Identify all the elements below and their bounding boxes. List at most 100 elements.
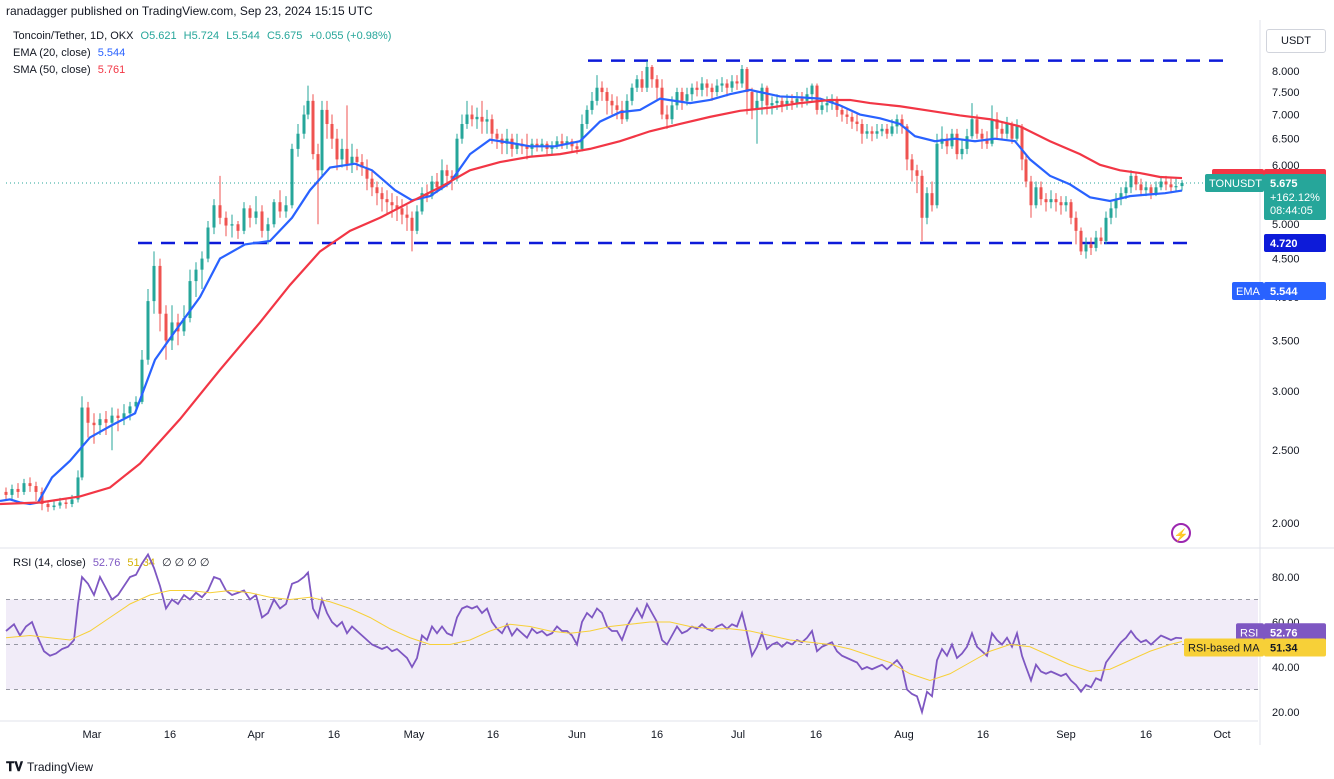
symbol-legend: Toncoin/Tether, 1D, OKX O5.621 H5.724 L5… xyxy=(13,30,391,42)
sma-legend: SMA (50, close) 5.761 xyxy=(13,64,125,76)
candle-body xyxy=(316,154,320,171)
rsi-tag-label: RSI xyxy=(1240,627,1258,639)
candle-body xyxy=(690,87,694,95)
currency-selector[interactable]: USDT xyxy=(1266,29,1326,53)
symbol-title: Toncoin/Tether, 1D, OKX xyxy=(13,30,134,42)
candle-body xyxy=(860,123,864,134)
candle-body xyxy=(910,159,914,171)
candle-body xyxy=(880,128,884,132)
candle-body xyxy=(1000,128,1004,134)
candle-body xyxy=(335,138,339,160)
candle-body xyxy=(1069,202,1073,218)
footer-brand-text: TradingView xyxy=(27,760,94,774)
candle-body xyxy=(935,143,939,206)
candle-body xyxy=(134,401,138,407)
candle-body xyxy=(495,133,499,139)
candle-body xyxy=(440,170,444,188)
candle-body xyxy=(955,133,959,155)
time-tick-label: 16 xyxy=(487,729,499,741)
candle-body xyxy=(490,119,494,134)
candle-body xyxy=(925,193,929,218)
candle-body xyxy=(1015,126,1019,139)
time-tick-label: Jul xyxy=(731,729,745,741)
candle-body xyxy=(820,105,824,110)
flash-icon[interactable]: ⚡ xyxy=(1171,523,1191,543)
candle-body xyxy=(525,146,529,149)
candle-body xyxy=(370,178,374,188)
candle-body xyxy=(615,105,619,110)
candle-body xyxy=(1074,217,1078,231)
candle-body xyxy=(980,133,984,139)
rsi-ma-tag-label: RSI-based MA xyxy=(1188,642,1260,654)
candle-body xyxy=(86,407,90,423)
candle-body xyxy=(685,94,689,101)
candle-body xyxy=(260,211,264,231)
candle-body xyxy=(345,148,349,165)
candle-body xyxy=(1180,182,1184,187)
ohlc-low: L5.544 xyxy=(226,30,260,42)
time-tick-label: May xyxy=(404,729,425,741)
candle-body xyxy=(46,504,50,508)
time-tick-label: Jun xyxy=(568,729,586,741)
publisher-header: ranadagger published on TradingView.com,… xyxy=(6,4,373,18)
candle-body xyxy=(325,109,329,124)
candle-body xyxy=(4,491,8,495)
candle-body xyxy=(620,109,624,120)
candle-body xyxy=(650,66,654,80)
candle-body xyxy=(960,148,964,155)
candle-body xyxy=(635,79,639,88)
candle-body xyxy=(735,81,739,84)
candle-body xyxy=(212,205,216,228)
candle-body xyxy=(710,87,714,93)
candle-body xyxy=(170,322,174,341)
candle-body xyxy=(360,162,364,168)
candle-body xyxy=(218,205,222,218)
price-tick-label: 7.500 xyxy=(1272,87,1300,99)
candle-body xyxy=(450,175,454,179)
candle-body xyxy=(340,148,344,160)
candle-body xyxy=(164,313,168,341)
candle-body xyxy=(122,413,126,418)
candle-body xyxy=(355,156,359,163)
ema-tag-label-bg xyxy=(1232,282,1264,300)
candle-body xyxy=(700,83,704,90)
candle-body xyxy=(146,301,150,360)
candle-body xyxy=(695,87,699,90)
candle-body xyxy=(272,202,276,225)
candle-body xyxy=(1084,244,1088,252)
candle-body xyxy=(715,85,719,93)
candle-body xyxy=(1114,199,1118,209)
candle-body xyxy=(1005,123,1009,134)
candle-body xyxy=(395,205,399,209)
candle-body xyxy=(785,100,789,106)
candle-body xyxy=(420,193,424,212)
candle-body xyxy=(600,87,604,93)
candle-body xyxy=(580,123,584,149)
candle-body xyxy=(230,224,234,226)
rsi-ma-line xyxy=(5,589,1183,682)
ema-tag-label: EMA xyxy=(1236,286,1261,298)
rsi-tick-label: 20.00 xyxy=(1272,707,1300,719)
candle-body xyxy=(540,143,544,147)
candle-body xyxy=(575,146,579,149)
time-tick-label: Mar xyxy=(83,729,102,741)
price-tick-label: 3.500 xyxy=(1272,336,1300,348)
candle-body xyxy=(278,202,282,212)
candle-body xyxy=(810,85,814,95)
candle-body xyxy=(405,214,409,218)
ohlc-close: C5.675 xyxy=(266,30,303,42)
candle-body xyxy=(855,121,859,124)
candle-body xyxy=(755,100,759,110)
candle-body xyxy=(680,92,684,101)
price-tick-label: 4.500 xyxy=(1272,254,1300,266)
candle-body xyxy=(76,477,80,500)
candle-body xyxy=(64,502,68,505)
candle-body xyxy=(915,170,919,176)
rsi-tick-label: 40.00 xyxy=(1272,662,1300,674)
candle-body xyxy=(745,68,749,93)
candle-body xyxy=(610,100,614,106)
candle-body xyxy=(775,100,779,104)
candle-body xyxy=(311,100,315,155)
candle-body xyxy=(390,202,394,206)
